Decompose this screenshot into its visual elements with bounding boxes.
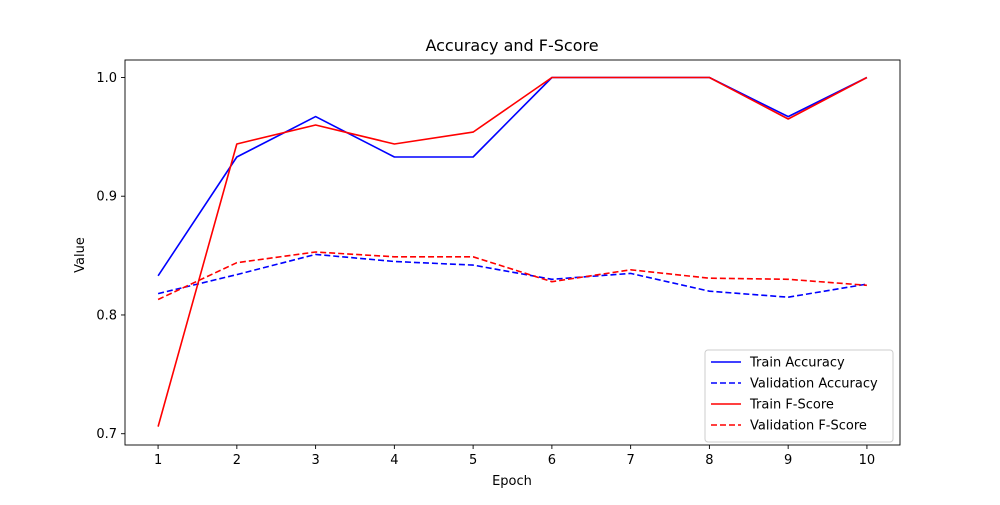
y-tick-label: 0.9 bbox=[96, 190, 117, 205]
x-tick-label: 1 bbox=[154, 453, 162, 468]
x-tick-label: 6 bbox=[548, 453, 556, 468]
y-tick-label: 0.7 bbox=[96, 427, 117, 442]
x-tick-label: 3 bbox=[311, 453, 319, 468]
legend-label-1: Validation Accuracy bbox=[750, 377, 878, 392]
x-axis-title: Epoch bbox=[492, 474, 532, 489]
x-tick-label: 4 bbox=[390, 453, 398, 468]
legend-label-0: Train Accuracy bbox=[749, 356, 845, 371]
series-line-2 bbox=[157, 76, 868, 427]
series-line-3 bbox=[157, 251, 867, 301]
x-tick-label: 7 bbox=[626, 453, 634, 468]
series-line-1 bbox=[157, 253, 868, 299]
legend-label-3: Validation F-Score bbox=[750, 419, 867, 434]
y-tick-label: 1.0 bbox=[96, 71, 117, 86]
y-axis-title: Value bbox=[73, 237, 88, 273]
x-tick-label: 8 bbox=[705, 453, 713, 468]
legend-box bbox=[704, 349, 894, 443]
legend: Train Accuracy Validation Accuracy Train F… bbox=[704, 349, 894, 443]
plot-frame bbox=[124, 59, 901, 446]
series-line-0 bbox=[157, 76, 868, 277]
y-tick-label: 0.8 bbox=[96, 308, 117, 323]
x-tick-label: 9 bbox=[784, 453, 792, 468]
plot-area: 1 2 3 4 5 6 7 8 9 10 0.7 0.8 0.9 1.0 bbox=[96, 59, 901, 468]
chart-title: Accuracy and F-Score bbox=[425, 36, 598, 55]
x-tick-label: 2 bbox=[233, 453, 241, 468]
x-tick-label: 10 bbox=[859, 453, 876, 468]
x-tick-label: 5 bbox=[469, 453, 477, 468]
legend-label-2: Train F-Score bbox=[749, 398, 834, 413]
